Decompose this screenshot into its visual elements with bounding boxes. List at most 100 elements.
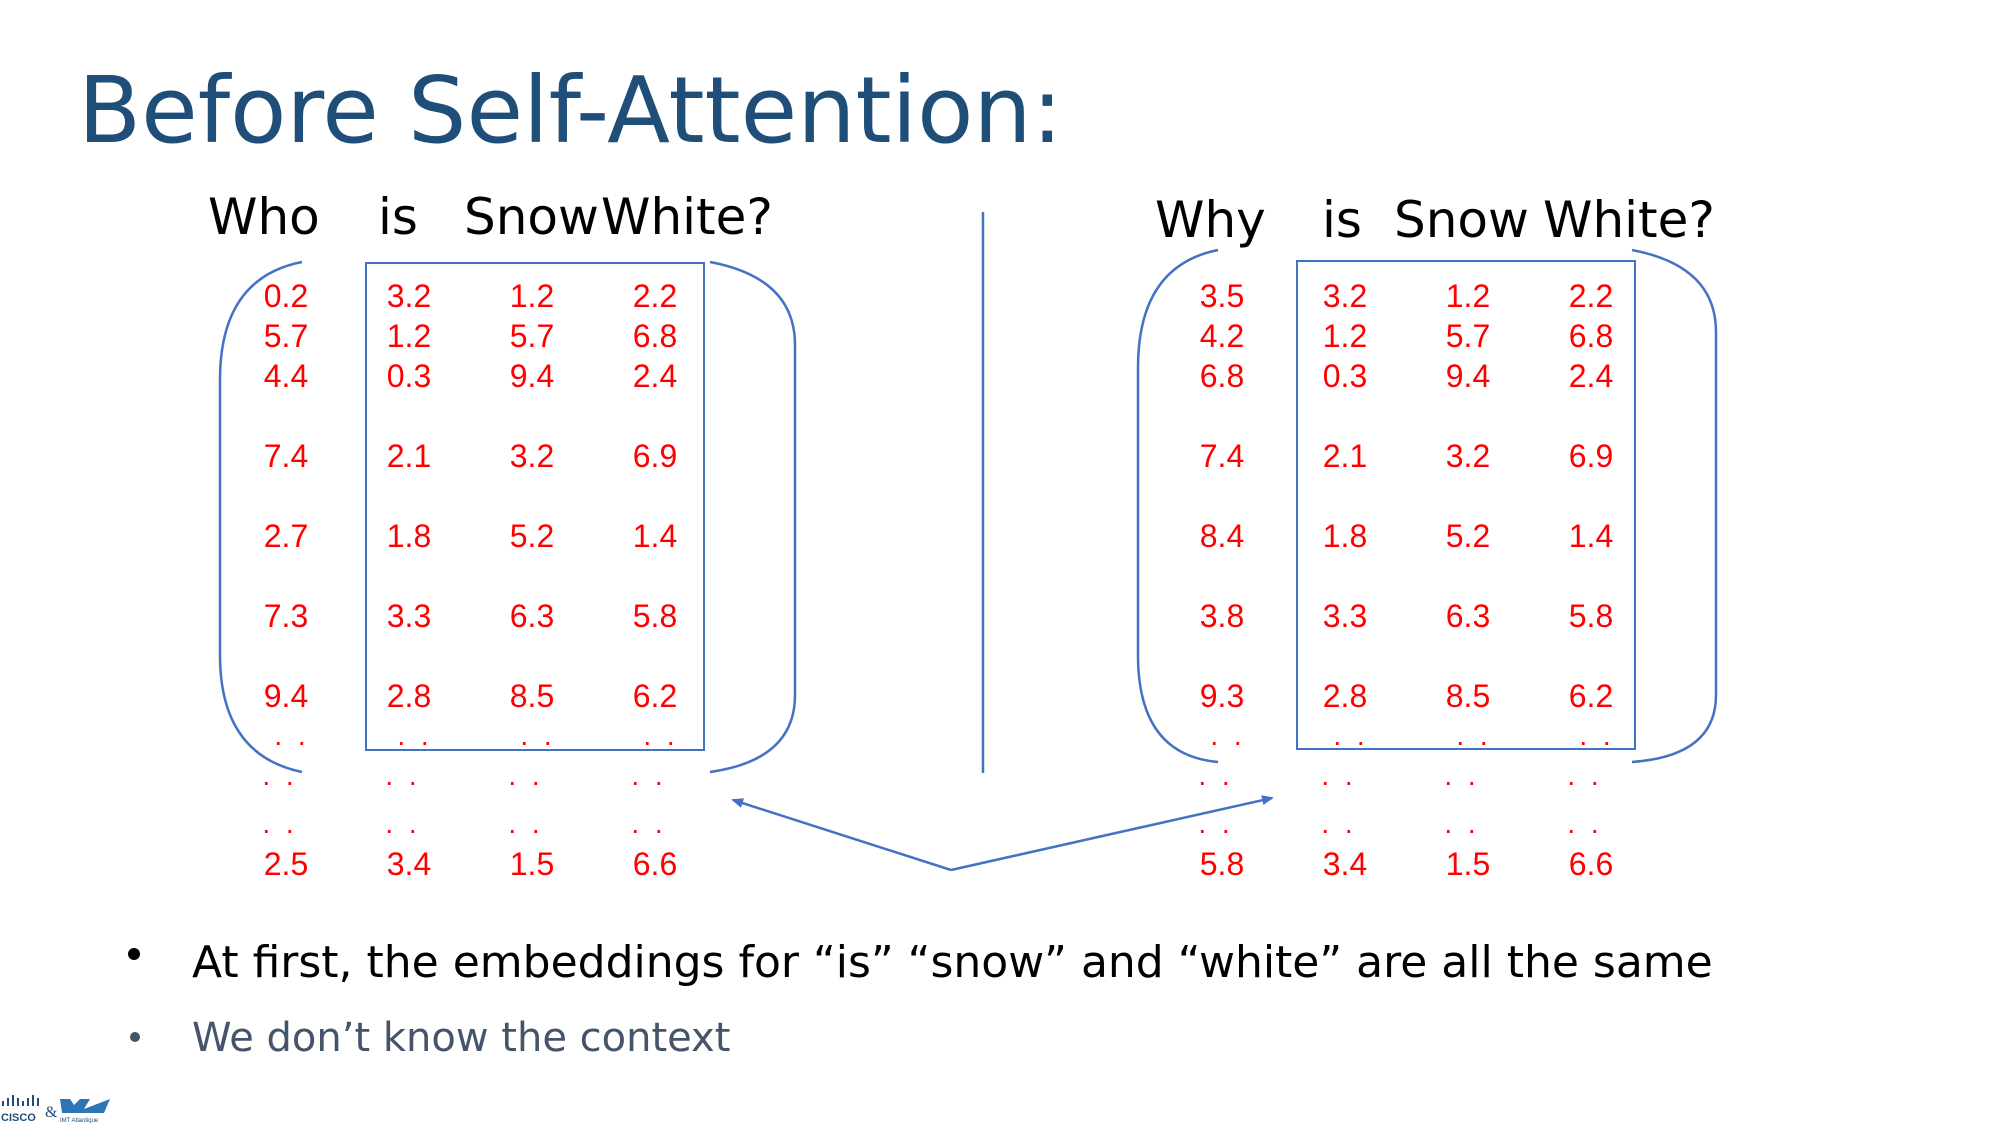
matrix-value: 2.1 — [1322, 438, 1368, 474]
matrix-value: 6.6 — [632, 846, 678, 882]
matrix-value: 6.3 — [1445, 598, 1491, 634]
matrix-value: 2.4 — [632, 358, 678, 394]
matrix-ellipsis: . . — [508, 760, 544, 791]
slide-title: Before Self-Attention: — [78, 57, 1063, 164]
matrix-value: 9.4 — [1445, 358, 1491, 394]
matrix-value: 3.8 — [1199, 598, 1245, 634]
matrix-ellipsis: . . — [1333, 720, 1369, 751]
matrix-ellipsis: . . — [1579, 720, 1615, 751]
right-highlight-box — [1296, 260, 1636, 750]
matrix-value: 3.2 — [1445, 438, 1491, 474]
left-open-paren — [218, 260, 303, 774]
matrix-value: 6.8 — [1199, 358, 1245, 394]
matrix-ellipsis: . . — [1444, 760, 1480, 791]
matrix-value: 5.8 — [1568, 598, 1614, 634]
matrix-value: 6.8 — [1568, 318, 1614, 354]
cisco-wordmark: CISCO — [1, 1112, 36, 1124]
matrix-ellipsis: . . — [1198, 760, 1234, 791]
matrix-ellipsis: . . — [262, 808, 298, 839]
matrix-value: 1.8 — [1322, 518, 1368, 554]
matrix-value: 5.8 — [1199, 846, 1245, 882]
matrix-value: 6.3 — [509, 598, 555, 634]
matrix-ellipsis: . . — [385, 760, 421, 791]
matrix-value: 1.2 — [386, 318, 432, 354]
matrix-value: 1.5 — [509, 846, 555, 882]
matrix-value: 4.4 — [263, 358, 309, 394]
matrix-ellipsis: . . — [1567, 808, 1603, 839]
left-word-white: White? — [601, 188, 773, 246]
matrix-value: 4.2 — [1199, 318, 1245, 354]
left-close-paren — [709, 260, 797, 774]
matrix-value: 1.8 — [386, 518, 432, 554]
matrix-value: 3.2 — [386, 278, 432, 314]
matrix-value: 1.5 — [1445, 846, 1491, 882]
right-word-white: White? — [1543, 191, 1715, 249]
left-word-is: is — [378, 188, 418, 246]
matrix-value: 1.2 — [1322, 318, 1368, 354]
right-open-paren — [1136, 248, 1219, 764]
matrix-value: 1.4 — [632, 518, 678, 554]
matrix-value: 2.7 — [263, 518, 309, 554]
matrix-value: 5.7 — [263, 318, 309, 354]
matrix-ellipsis: . . — [1444, 808, 1480, 839]
matrix-value: 2.4 — [1568, 358, 1614, 394]
matrix-ellipsis: . . — [508, 808, 544, 839]
arrow-to-right-matrix — [950, 795, 1274, 872]
matrix-value: 0.3 — [386, 358, 432, 394]
logo-ampersand: & — [45, 1104, 58, 1121]
matrix-value: 0.2 — [263, 278, 309, 314]
matrix-value: 3.2 — [1322, 278, 1368, 314]
matrix-value: 6.2 — [1568, 678, 1614, 714]
matrix-value: 1.2 — [509, 278, 555, 314]
matrix-value: 2.2 — [1568, 278, 1614, 314]
matrix-ellipsis: . . — [397, 720, 433, 751]
left-word-who: Who — [208, 188, 320, 246]
matrix-value: 5.7 — [1445, 318, 1491, 354]
matrix-value: 3.4 — [1322, 846, 1368, 882]
bullet-secondary: We don’t know the context — [192, 1015, 731, 1061]
matrix-value: 2.8 — [386, 678, 432, 714]
matrix-value: 6.8 — [632, 318, 678, 354]
matrix-ellipsis: . . — [631, 760, 667, 791]
matrix-value: 5.2 — [509, 518, 555, 554]
matrix-value: 5.2 — [1445, 518, 1491, 554]
imt-wordmark: IMT Atlantique — [60, 1118, 99, 1124]
matrix-value: 6.2 — [632, 678, 678, 714]
matrix-ellipsis: . . — [1210, 720, 1246, 751]
matrix-value: 2.1 — [386, 438, 432, 474]
right-word-snow: Snow — [1394, 191, 1529, 249]
matrix-ellipsis: . . — [274, 720, 310, 751]
matrix-value: 9.4 — [263, 678, 309, 714]
matrix-value: 7.3 — [263, 598, 309, 634]
bullet-primary: At first, the embeddings for “is” “snow”… — [192, 937, 1713, 988]
matrix-ellipsis: . . — [1456, 720, 1492, 751]
footer-logo: CISCO & IMT Atlantique — [0, 1095, 112, 1125]
matrix-ellipsis: . . — [1321, 760, 1357, 791]
bullet-marker — [128, 948, 140, 960]
matrix-value: 0.3 — [1322, 358, 1368, 394]
matrix-ellipsis: . . — [1321, 808, 1357, 839]
matrix-ellipsis: . . — [643, 720, 679, 751]
right-word-why: Why — [1155, 191, 1266, 249]
matrix-value: 2.5 — [263, 846, 309, 882]
left-highlight-box — [365, 262, 705, 751]
matrix-value: 6.9 — [632, 438, 678, 474]
matrix-value: 6.6 — [1568, 846, 1614, 882]
matrix-ellipsis: . . — [262, 760, 298, 791]
matrix-value: 3.5 — [1199, 278, 1245, 314]
matrix-value: 8.5 — [1445, 678, 1491, 714]
matrix-value: 6.9 — [1568, 438, 1614, 474]
matrix-value: 1.4 — [1568, 518, 1614, 554]
left-word-snow: Snow — [464, 188, 599, 246]
matrix-ellipsis: . . — [631, 808, 667, 839]
matrix-value: 8.4 — [1199, 518, 1245, 554]
right-word-is: is — [1322, 191, 1362, 249]
matrix-value: 3.3 — [386, 598, 432, 634]
matrix-ellipsis: . . — [1567, 760, 1603, 791]
matrix-value: 7.4 — [263, 438, 309, 474]
matrix-value: 7.4 — [1199, 438, 1245, 474]
matrix-value: 5.7 — [509, 318, 555, 354]
matrix-value: 5.8 — [632, 598, 678, 634]
matrix-ellipsis: . . — [520, 720, 556, 751]
